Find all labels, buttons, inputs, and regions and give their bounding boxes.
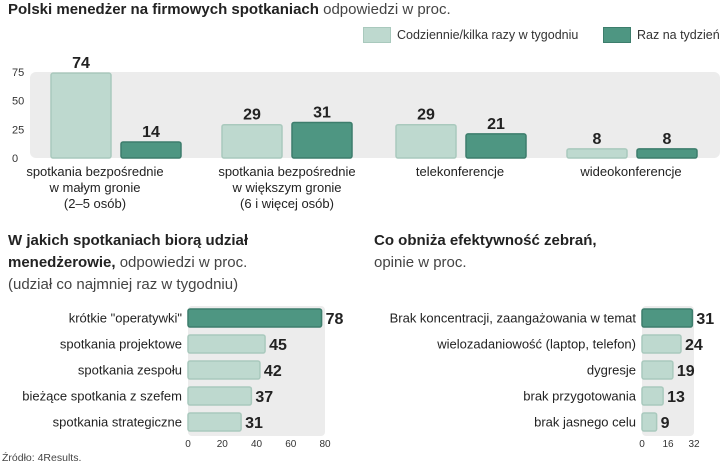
- right-bar-0: [641, 308, 694, 328]
- category-label-1: spotkania bezpośrednie: [218, 164, 355, 179]
- left-category-label: spotkania projektowe: [60, 337, 182, 352]
- right-title-line-2: opinie w proc.: [374, 254, 467, 271]
- bar-daily-0: [50, 72, 112, 159]
- right-value-label: 24: [685, 337, 703, 354]
- right-value-label: 31: [696, 311, 714, 328]
- right-chart-title: Co obniża efektywność zebrań, opinie w p…: [374, 230, 597, 274]
- left-value-label: 78: [326, 311, 344, 328]
- right-x-tick-0: 0: [639, 439, 645, 450]
- source-note: Źródło: 4Results.: [2, 452, 82, 464]
- top-title-bold: Polski menedżer na firmowych spotkaniach: [8, 1, 319, 18]
- category-label-0: spotkania bezpośrednie: [26, 164, 163, 179]
- right-category-label: brak jasnego celu: [534, 415, 636, 430]
- right-x-tick-16: 16: [662, 439, 674, 450]
- bar-value-label: 31: [313, 104, 331, 121]
- left-category-label: krótkie "operatywki": [69, 311, 183, 326]
- bar-weekly-3: [636, 148, 698, 159]
- right-title-line-1: Co obniża efektywność zebrań,: [374, 232, 597, 249]
- category-label-3: wideokonferencje: [579, 164, 681, 179]
- bar-value-label: 29: [243, 107, 261, 124]
- legend-item-daily: Codziennie/kilka razy w tygodniu: [363, 27, 578, 43]
- right-bar-1: [641, 334, 682, 354]
- legend-label-daily: Codziennie/kilka razy w tygodniu: [397, 28, 579, 42]
- bar-value-label: 29: [417, 107, 435, 124]
- bar-weekly-1: [291, 121, 353, 159]
- category-label-2: telekonferencje: [416, 164, 504, 179]
- left-bar-1: [187, 334, 266, 354]
- legend-swatch-light: [363, 27, 391, 43]
- right-bar-4: [641, 412, 658, 432]
- bar-value-label: 74: [72, 55, 90, 72]
- right-value-label: 19: [677, 363, 695, 380]
- left-category-label: spotkania strategiczne: [53, 415, 182, 430]
- left-bar-4: [187, 412, 242, 432]
- bar-weekly-2: [465, 133, 527, 159]
- bar-weekly-0: [120, 141, 182, 159]
- right-bar-2: [641, 360, 674, 380]
- category-label-0: (2–5 osób): [64, 196, 126, 211]
- legend-label-weekly: Raz na tydzień: [637, 28, 720, 42]
- right-value-label: 13: [667, 389, 685, 406]
- left-title-line-1: W jakich spotkaniach biorą udział: [8, 232, 249, 249]
- y-tick-0: 0: [12, 153, 18, 165]
- bar-value-label: 8: [663, 131, 672, 148]
- top-chart-band: [30, 72, 720, 158]
- left-value-label: 42: [264, 363, 282, 380]
- bar-value-label: 8: [593, 131, 602, 148]
- top-chart-title: Polski menedżer na firmowych spotkaniach…: [8, 1, 451, 18]
- left-bar-0: [187, 308, 323, 328]
- left-value-label: 31: [245, 415, 263, 432]
- left-title-bold-2: menedżerowie,: [8, 254, 116, 271]
- left-x-tick-0: 0: [185, 439, 191, 450]
- left-x-tick-80: 80: [319, 439, 331, 450]
- bar-daily-3: [566, 148, 628, 159]
- left-value-label: 37: [255, 389, 273, 406]
- left-category-label: bieżące spotkania z szefem: [22, 389, 182, 404]
- left-x-tick-20: 20: [217, 439, 229, 450]
- right-category-label: Brak koncentracji, zaangażowania w temat: [390, 311, 637, 326]
- left-x-tick-60: 60: [285, 439, 297, 450]
- category-label-1: w większym gronie: [231, 180, 341, 195]
- left-bar-2: [187, 360, 261, 380]
- legend-swatch-dark: [603, 27, 631, 43]
- left-bar-3: [187, 386, 253, 406]
- bar-daily-1: [221, 123, 283, 159]
- right-value-label: 9: [661, 415, 670, 432]
- bar-daily-2: [395, 123, 457, 159]
- left-x-tick-40: 40: [251, 439, 263, 450]
- left-chart-title: W jakich spotkaniach biorą udział menedż…: [8, 230, 248, 296]
- legend-item-weekly: Raz na tydzień: [603, 27, 720, 43]
- y-tick-25: 25: [12, 124, 24, 136]
- right-category-label: brak przygotowania: [523, 389, 636, 404]
- left-title-line-3: (udział co najmniej raz w tygodniu): [8, 276, 239, 293]
- category-label-1: (6 i więcej osób): [240, 196, 334, 211]
- left-category-label: spotkania zespołu: [78, 363, 182, 378]
- y-tick-75: 75: [12, 67, 24, 79]
- right-bar-3: [641, 386, 664, 406]
- right-category-label: wielozadaniowość (laptop, telefon): [436, 337, 636, 352]
- left-title-normal-2: odpowiedzi w proc.: [115, 254, 248, 271]
- y-tick-50: 50: [12, 96, 24, 108]
- top-title-normal: odpowiedzi w proc.: [318, 1, 451, 18]
- category-label-0: w małym gronie: [48, 180, 140, 195]
- bar-value-label: 14: [142, 124, 160, 141]
- left-value-label: 45: [269, 337, 287, 354]
- bar-value-label: 21: [487, 116, 505, 133]
- right-category-label: dygresje: [587, 363, 636, 378]
- right-x-tick-32: 32: [688, 439, 700, 450]
